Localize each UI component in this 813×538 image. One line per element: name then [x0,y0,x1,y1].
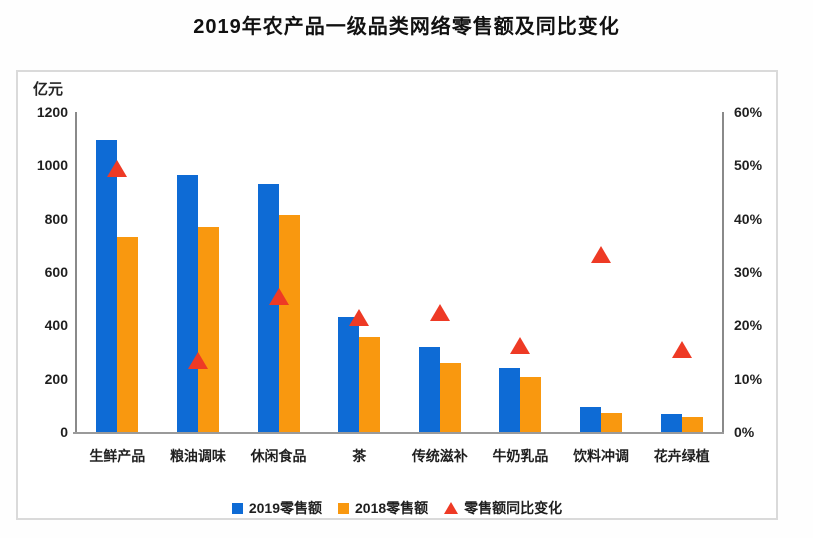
growth-triangle-marker [671,340,692,358]
legend-swatch-triangle [444,502,459,514]
y-left-tick-label: 800 [44,210,68,227]
y-left-tick-label: 0 [60,424,68,440]
y-left-tick-label: 600 [44,264,68,280]
chart-box: 亿元 2019零售额 2018零售额 零售额同比变化 0 200 400 600 800 10… [16,70,778,520]
plot-area [77,112,722,432]
legend-item: 2019零售额 [231,498,322,518]
legend-item: 零售额同比变化 [444,498,562,518]
legend-item-label: 2019零售额 [248,500,322,516]
growth-triangle-marker [591,245,612,263]
growth-triangle-marker [510,336,531,354]
bar-2018 [359,336,381,432]
bar-2019 [176,174,198,432]
y-right-tick-label: 40% [734,210,763,227]
y-right-tick-label: 60% [734,104,763,120]
x-axis-line [73,432,724,434]
legend-item: 2018零售额 [338,498,428,518]
x-axis-category-label: 休闲食品 [250,448,307,464]
y-left-tick-label: 200 [44,370,68,387]
chart-legend: 2019零售额 2018零售额 零售额同比变化 [18,498,776,518]
bar-2019 [96,140,118,432]
x-axis-category-label: 饮料冲调 [573,448,630,464]
y-right-tick-label: 20% [734,317,763,334]
x-axis-category-label: 茶 [352,448,367,464]
x-axis-category-label: 生鲜产品 [89,448,146,464]
x-axis-category-label: 牛奶乳品 [492,448,549,464]
x-axis-category-label: 传统滋补 [411,448,468,464]
bar-2018 [520,377,542,432]
bar-2018 [439,362,461,432]
legend-item-label: 零售额同比变化 [464,500,563,516]
growth-triangle-marker [429,304,450,322]
bar-2018 [601,412,623,432]
left-axis-line [75,112,77,432]
growth-triangle-marker [187,351,208,369]
y-left-tick-label: 400 [44,317,68,334]
bar-2019 [580,406,602,432]
legend-item-label: 2018零售额 [355,500,429,516]
x-axis-category-label: 粮油调味 [169,448,226,464]
chart-title: 2019年农产品一级品类网络零售额及同比变化 [193,16,620,38]
y-axis-unit-label: 亿元 [33,81,64,98]
y-right-tick-label: 10% [734,370,763,387]
y-right-tick-label: 50% [734,157,763,174]
bar-2019 [338,317,360,432]
y-right-tick-label: 30% [734,264,763,280]
bar-2018 [197,226,219,432]
legend-swatch-square [338,502,349,514]
y-left-tick-label: 1000 [36,157,68,174]
legend-swatch-square [231,502,243,514]
bar-2018 [278,214,300,432]
bar-2019 [257,184,279,432]
y-right-tick-label: 0% [734,424,755,440]
growth-triangle-marker [349,309,370,327]
y-left-tick-label: 1200 [36,104,68,120]
right-axis-line [722,112,724,432]
x-axis-category-label: 花卉绿植 [653,448,710,464]
growth-triangle-marker [107,159,128,177]
growth-triangle-marker [268,287,289,305]
bar-2018 [681,417,703,432]
bar-2019 [418,346,440,432]
bar-2019 [499,368,521,432]
bar-2018 [117,237,139,432]
bar-2019 [660,414,682,432]
